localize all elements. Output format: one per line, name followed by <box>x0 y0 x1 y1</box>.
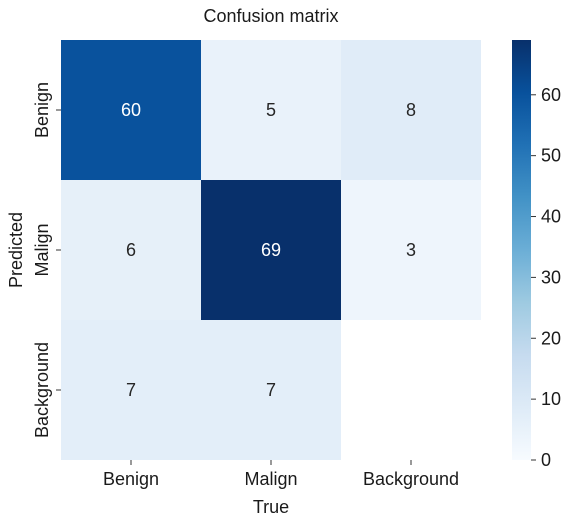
cell-value-label: 60 <box>121 100 141 120</box>
heatmap-cell <box>61 180 201 320</box>
x-axis-ticks: Benign Malign Background <box>103 460 459 489</box>
heatmap-cell <box>341 40 481 180</box>
x-axis-label: True <box>253 497 289 517</box>
cell-value-label: 5 <box>266 100 276 120</box>
heatmap-cell <box>201 320 341 460</box>
colorbar-tick-label: 50 <box>541 146 561 166</box>
cell-value-label: 6 <box>126 240 136 260</box>
colorbar-tick-label: 30 <box>541 267 561 287</box>
colorbar-ticks: 0 10 20 30 40 50 60 <box>531 85 561 470</box>
colorbar-tick-label: 60 <box>541 85 561 105</box>
x-tick-label: Background <box>363 469 459 489</box>
heatmap-cell <box>341 180 481 320</box>
cell-value-label: 7 <box>266 380 276 400</box>
heatmap-cell <box>61 40 201 180</box>
heatmap-cell <box>61 320 201 460</box>
heatmap-cells: 60 5 8 6 69 3 7 7 <box>61 40 481 460</box>
heatmap-cell <box>201 180 341 320</box>
cell-value-label: 69 <box>261 240 281 260</box>
colorbar-tick-label: 10 <box>541 389 561 409</box>
x-tick-label: Benign <box>103 469 159 489</box>
colorbar-tick-label: 0 <box>541 450 551 470</box>
y-tick-label: Malign <box>32 223 52 276</box>
x-tick-label: Malign <box>244 469 297 489</box>
colorbar <box>512 40 531 460</box>
chart-title: Confusion matrix <box>203 6 338 26</box>
y-axis-label: Predicted <box>6 212 26 288</box>
cell-value-label: 8 <box>406 100 416 120</box>
cell-value-label: 7 <box>126 380 136 400</box>
y-axis-ticks: Benign Malign Background <box>32 82 61 438</box>
cell-value-label: 3 <box>406 240 416 260</box>
colorbar-tick-label: 20 <box>541 328 561 348</box>
colorbar-tick-label: 40 <box>541 207 561 227</box>
y-tick-label: Benign <box>32 82 52 138</box>
y-tick-label: Background <box>32 342 52 438</box>
heatmap-cell <box>201 40 341 180</box>
